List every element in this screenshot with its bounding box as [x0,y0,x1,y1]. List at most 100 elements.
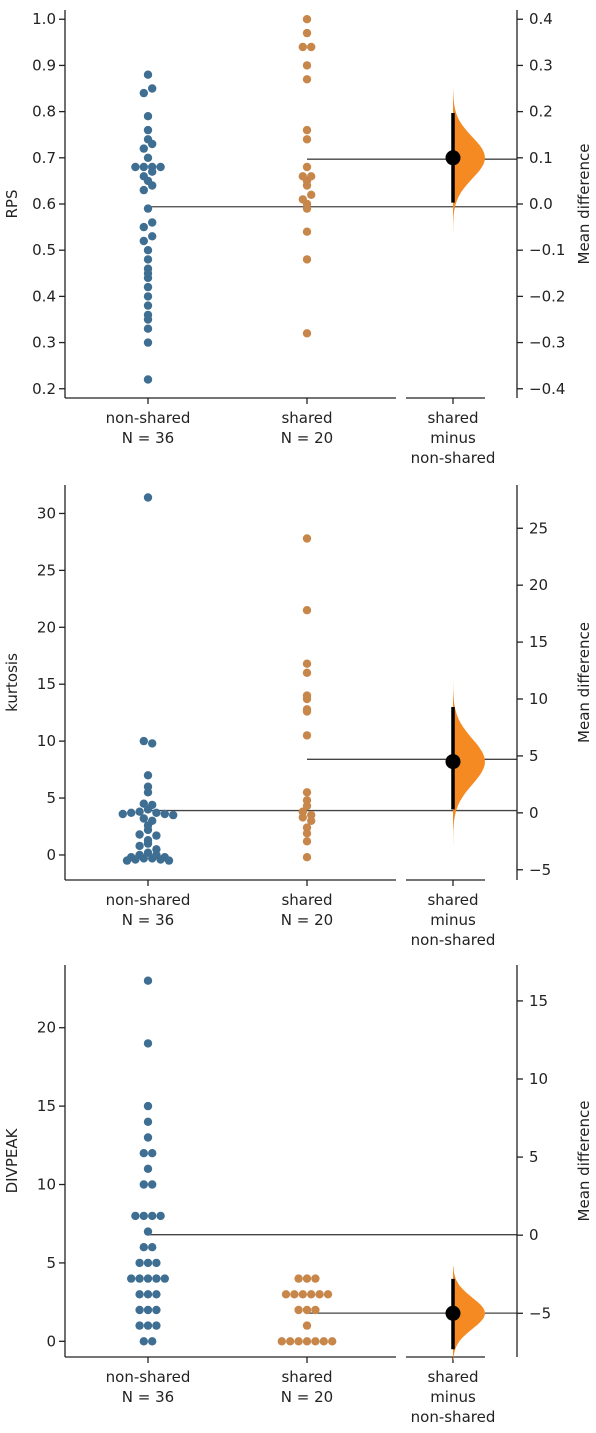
x-tick-label-group: shared [281,891,332,909]
left-y-axis-label: DIVPEAK [3,1127,21,1193]
data-point-shared [294,1337,303,1346]
data-point-non-shared [135,830,144,839]
right-y-tick-label: 5 [529,1148,539,1166]
data-point-shared [286,1337,295,1346]
data-point-non-shared [143,292,153,301]
right-y-tick-label: 0.4 [529,10,553,28]
data-point-non-shared [122,856,132,865]
data-point-non-shared [139,236,148,246]
x-tick-label-group: shared [281,1368,332,1386]
x-tick-label-group: non-shared [106,891,191,909]
data-point-shared [307,1290,316,1299]
left-y-tick-label: 10 [37,732,56,750]
data-point-non-shared [152,1321,161,1330]
left-y-tick-label: 20 [37,618,56,636]
data-point-non-shared [143,70,153,79]
data-point-non-shared [143,1133,153,1142]
data-point-non-shared [131,162,140,172]
x-tick-label-group: shared [281,409,332,427]
data-point-non-shared [139,1243,148,1252]
data-point-non-shared [148,232,157,241]
data-point-non-shared [139,736,148,746]
right-y-tick-label: 0.3 [529,56,553,74]
data-point-non-shared [143,125,153,135]
data-point-non-shared [143,771,153,780]
mean-difference-point [445,150,461,166]
data-point-shared [302,829,312,838]
data-point-shared [302,707,312,716]
data-point-non-shared [152,1290,161,1299]
data-point-non-shared [156,1211,165,1221]
data-point-shared [302,1321,312,1330]
data-point-shared [281,1290,291,1299]
data-point-shared [302,659,312,668]
x-tick-label-n: N = 36 [122,911,174,929]
right-y-tick-label: −5 [529,1304,551,1322]
data-point-non-shared [148,162,157,172]
data-point-shared [277,1337,286,1346]
right-y-tick-label: 0.2 [529,103,553,121]
data-point-shared [302,1274,312,1283]
left-y-tick-label: 0.4 [32,287,56,305]
right-y-tick-label: 0 [529,1226,539,1244]
left-y-tick-label: 5 [46,789,56,807]
data-point-shared [294,1274,303,1283]
data-point-shared [311,1274,320,1283]
data-point-non-shared [143,1117,153,1127]
left-y-tick-label: 0.5 [32,241,56,259]
data-point-shared [302,853,312,862]
data-point-shared [315,1290,324,1299]
data-point-shared [302,15,312,24]
x-tick-label-n: N = 36 [122,1388,174,1406]
data-point-non-shared [148,1180,157,1189]
data-point-non-shared [135,1258,144,1268]
bootstrap-distribution [453,1266,485,1361]
bootstrap-distribution [453,88,485,232]
data-point-non-shared [143,301,153,310]
data-point-shared [311,1337,320,1346]
right-y-tick-label: 0.0 [529,195,553,213]
right-y-axis-label: Mean difference [575,144,593,265]
right-y-tick-label: −5 [529,861,551,879]
x-tick-label-group: non-shared [106,1368,191,1386]
data-point-non-shared [135,1290,144,1299]
data-point-non-shared [143,1101,153,1111]
data-point-shared [302,329,312,338]
data-point-non-shared [143,825,153,835]
data-point-shared [298,1290,307,1299]
data-point-non-shared [143,112,153,121]
data-point-shared [319,1337,328,1346]
data-point-shared [311,1305,320,1315]
data-point-non-shared [156,162,165,172]
data-point-shared [302,1305,312,1315]
data-point-non-shared [152,1305,161,1315]
data-point-non-shared [135,807,144,816]
right-y-axis-label: Mean difference [575,622,593,743]
left-y-tick-label: 0 [46,1332,56,1350]
data-point-non-shared [131,1211,140,1221]
data-point-shared [302,61,312,70]
data-point-non-shared [152,831,161,840]
x-tick-label-n: N = 20 [281,1388,333,1406]
data-point-non-shared [139,88,148,98]
right-y-tick-label: 15 [529,992,548,1010]
data-point-non-shared [118,809,128,819]
data-point-non-shared [148,1149,157,1158]
right-y-tick-label: 0 [529,804,539,822]
mean-difference-point [445,1305,461,1321]
data-point-shared [302,606,312,615]
data-point-non-shared [148,1211,157,1221]
data-point-non-shared [143,839,153,848]
right-y-tick-label: −0.3 [529,334,565,352]
data-point-shared [302,731,312,740]
data-point-non-shared [143,282,153,292]
data-point-non-shared [139,172,148,181]
data-point-non-shared [143,255,153,264]
panel-1: 0.2 0.3 0.4 0.5 0.6 0.7 0.8 0.9 1.0 RPS non-shared… [3,10,593,467]
data-point-non-shared [139,1180,148,1189]
right-y-tick-label: 20 [529,576,548,594]
right-y-tick-label: 10 [529,1070,548,1088]
right-y-tick-label: 25 [529,519,548,537]
data-point-shared [302,135,312,144]
left-y-tick-label: 0.7 [32,149,56,167]
